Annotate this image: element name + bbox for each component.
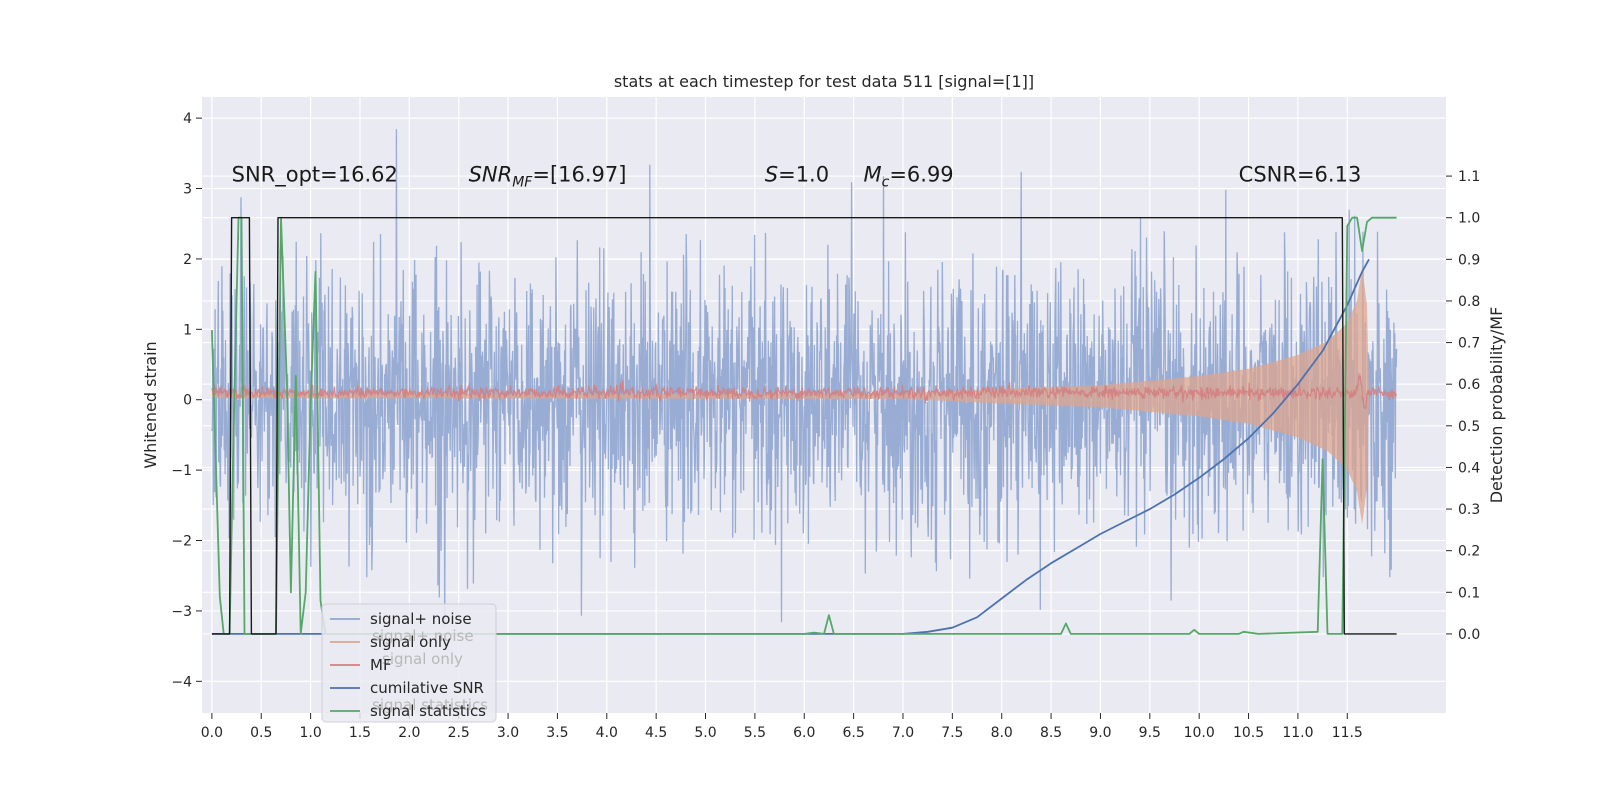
series-layer [211,129,1398,635]
chart-title: stats at each timestep for test data 511… [614,72,1034,91]
y2-tick-label: 0.5 [1458,419,1480,435]
y2-tick-label: 0.2 [1458,544,1480,560]
legend-ghost-label: signal+ noise [372,627,474,645]
y-axis-label: Whitened strain [141,341,160,468]
x-tick-label: 11.5 [1332,725,1363,741]
series-signal-only [211,268,1369,525]
y2-tick-label: 1.0 [1458,211,1480,227]
y2-tick-label: 0.6 [1458,377,1480,393]
y-tick-label: −4 [171,674,192,690]
annotation-4: CSNR=6.13 [1239,162,1362,186]
y2-tick-label: 0.4 [1458,460,1480,476]
y-tick-label: −3 [171,604,192,620]
x-tick-label: 5.0 [694,725,716,741]
axes: 0.0 0.5 1.0 1.5 2.0 2.5 3.0 3.5 4.0 4.5 5.0 5.5 6.0 6… [171,111,1480,741]
x-tick-label: 11.0 [1282,725,1313,741]
series-cumulative-snr [211,258,1370,635]
x-tick-label: 9.0 [1089,725,1111,741]
y-tick-label: 2 [183,252,192,268]
x-tick-label: 3.0 [497,725,519,741]
y2-tick-label: 1.1 [1458,169,1480,185]
y2-tick-label: 0.3 [1458,502,1480,518]
annotations: SNR_opt=16.62 SNRMF=[16.97] S=1.0 Mc=6.99 CS… [232,162,1362,190]
annotation-3: Mc=6.99 [863,162,953,190]
x-tick-label: 8.0 [991,725,1013,741]
y-tick-label: −1 [171,463,192,479]
x-tick-label: 10.0 [1184,725,1215,741]
y2-tick-label: 0.8 [1458,294,1480,310]
x-tick-label: 4.0 [596,725,618,741]
x-tick-label: 4.5 [645,725,667,741]
legend-label: MF [370,656,392,674]
annotation-2: S=1.0 [765,162,829,186]
y-tick-label: 0 [183,393,192,409]
x-tick-label: 1.0 [299,725,321,741]
y-tick-label: 4 [183,111,192,127]
y2-tick-label: 0.9 [1458,252,1480,268]
y-tick-label: −2 [171,534,192,550]
x-tick-label: 6.5 [842,725,864,741]
x-tick-label: 10.5 [1233,725,1264,741]
x-tick-label: 7.5 [941,725,963,741]
legend-label: cumilative SNR [370,679,484,697]
y2-tick-label: 0.1 [1458,585,1480,601]
series-step-line [211,217,1397,635]
x-tick-label: 1.5 [349,725,371,741]
annotation-1: SNRMF=[16.97] [469,162,627,190]
x-tick-label: 9.5 [1139,725,1161,741]
legend-label: signal only [370,633,451,651]
y-tick-label: 1 [183,322,192,338]
legend-label: signal statistics [370,702,486,720]
legend-label: signal+ noise [370,610,472,628]
annotation-0: SNR_opt=16.62 [232,162,398,187]
x-tick-label: 3.5 [546,725,568,741]
x-tick-label: 0.5 [250,725,272,741]
x-tick-label: 7.0 [892,725,914,741]
x-tick-label: 5.5 [744,725,766,741]
y2-tick-label: 0.0 [1458,627,1480,643]
legend-ghost-label: signal statistics [372,696,488,714]
legend-ghost-label: signal only [382,650,463,668]
x-tick-label: 8.5 [1040,725,1062,741]
x-tick-label: 2.0 [398,725,420,741]
legend-box [321,603,497,723]
y2-axis-label: Detection probability/MF [1487,307,1506,504]
x-tick-label: 2.5 [448,725,470,741]
y2-tick-label: 0.7 [1458,336,1480,352]
series-mf [211,374,1398,410]
x-tick-label: 6.0 [793,725,815,741]
y-tick-label: 3 [183,182,192,198]
x-tick-label: 0.0 [201,725,223,741]
